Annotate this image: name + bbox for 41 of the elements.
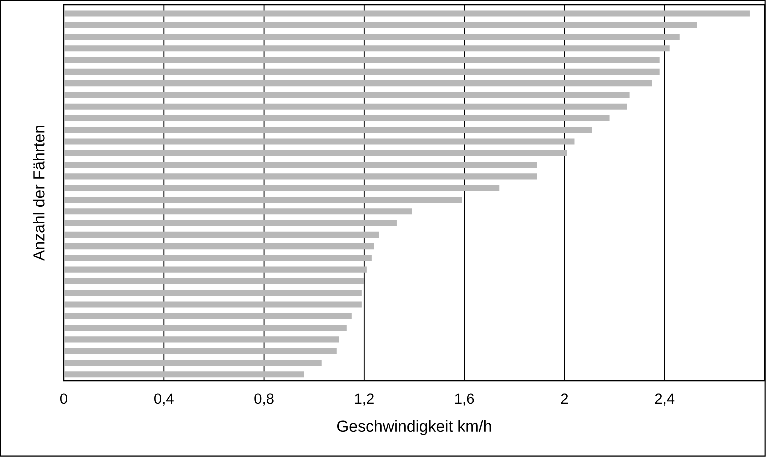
bar (64, 34, 680, 40)
bar (64, 46, 670, 52)
bar (64, 150, 568, 156)
bar (64, 336, 340, 343)
bar (64, 57, 660, 64)
x-tick-label: 0 (60, 394, 68, 404)
bar (64, 313, 352, 320)
x-tick-label: 1,6 (455, 394, 474, 406)
bar (64, 138, 575, 145)
x-tick-label: 1,2 (355, 394, 374, 406)
bar (64, 115, 610, 122)
bar (64, 360, 322, 366)
bar (64, 244, 374, 250)
bar (64, 266, 367, 273)
x-axis-title: Geschwindigkeit km/h (337, 420, 492, 436)
bar (64, 162, 538, 168)
y-axis-title: Anzahl der Fährten (33, 126, 45, 262)
bar (64, 348, 337, 354)
bar (64, 22, 698, 28)
x-tick-label: 0,8 (254, 394, 274, 406)
bar (64, 10, 750, 17)
bar (64, 68, 660, 75)
x-tick-label: 2 (561, 394, 568, 404)
bar (64, 185, 500, 192)
bar (64, 80, 652, 87)
bar (64, 92, 630, 98)
bar (64, 127, 592, 134)
bar (64, 174, 538, 180)
bar (64, 232, 380, 238)
bar (64, 302, 362, 308)
bar (64, 104, 628, 110)
x-tick-label: 0,4 (154, 394, 174, 406)
bar (64, 325, 347, 332)
bar (64, 196, 462, 204)
bar (64, 208, 412, 215)
bar (64, 290, 362, 296)
x-tick-label: 2,4 (655, 394, 675, 406)
bar (64, 255, 372, 262)
bar (64, 220, 397, 226)
bar (64, 278, 364, 284)
bar (64, 372, 304, 378)
